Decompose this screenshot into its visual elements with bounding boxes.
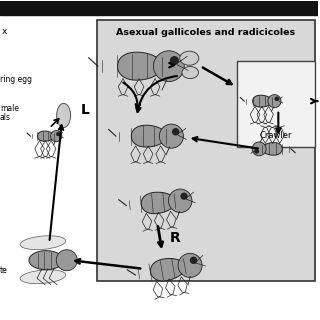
Polygon shape [131, 125, 167, 147]
Polygon shape [150, 259, 186, 281]
Bar [237, 61, 315, 147]
Ellipse shape [182, 67, 198, 79]
Circle shape [154, 51, 184, 82]
Circle shape [190, 257, 196, 263]
Polygon shape [262, 143, 282, 155]
Circle shape [255, 150, 258, 153]
Polygon shape [253, 95, 272, 107]
Circle shape [169, 189, 192, 212]
Circle shape [159, 124, 183, 148]
Circle shape [268, 95, 281, 108]
Polygon shape [29, 251, 63, 270]
Text: x: x [2, 27, 7, 36]
Text: te: te [0, 266, 8, 275]
Circle shape [275, 97, 278, 100]
Ellipse shape [20, 236, 66, 250]
Circle shape [181, 193, 187, 199]
Text: Asexual gallicoles and radicicoles: Asexual gallicoles and radicicoles [116, 28, 296, 37]
Circle shape [178, 253, 202, 277]
Circle shape [173, 129, 179, 135]
Circle shape [171, 57, 178, 64]
Text: R: R [170, 231, 181, 245]
Circle shape [56, 250, 77, 271]
Bar [0, 1, 318, 15]
Bar [97, 20, 315, 281]
Circle shape [57, 133, 60, 135]
Circle shape [252, 142, 266, 156]
Text: male: male [0, 104, 19, 113]
Text: als: als [0, 113, 11, 122]
Ellipse shape [57, 103, 71, 128]
Polygon shape [141, 192, 176, 214]
Ellipse shape [180, 51, 199, 65]
Ellipse shape [20, 270, 66, 284]
Text: Crawler: Crawler [260, 131, 292, 140]
Circle shape [51, 131, 62, 142]
Text: L: L [81, 103, 90, 117]
Polygon shape [117, 52, 163, 80]
Text: ring egg: ring egg [0, 75, 32, 84]
Polygon shape [37, 131, 54, 141]
